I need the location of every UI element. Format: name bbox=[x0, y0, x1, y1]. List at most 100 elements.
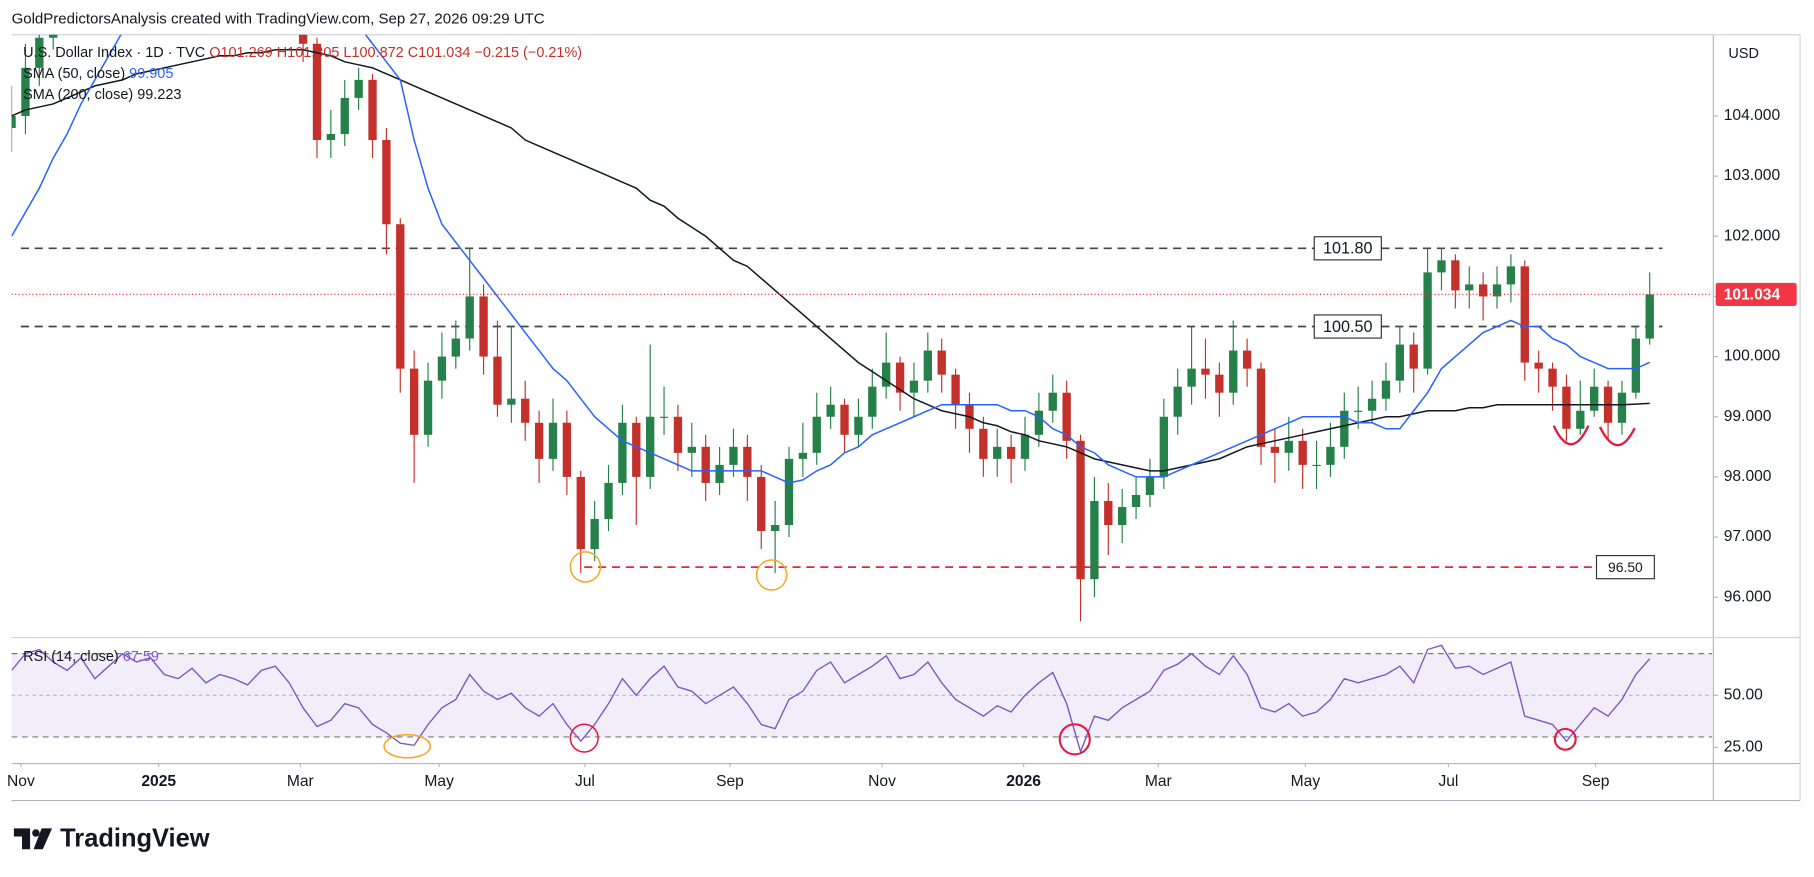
x-tick-label: 2026 bbox=[1006, 773, 1041, 790]
x-tick-label: Jul bbox=[575, 773, 595, 790]
last-price-badge bbox=[1715, 282, 1797, 306]
y-tick-label: 97.000 bbox=[1724, 528, 1772, 545]
x-tick-label: Sep bbox=[716, 773, 744, 790]
candle-body bbox=[1229, 350, 1238, 393]
symbol: U.S. Dollar Index · 1D · TVC bbox=[23, 45, 205, 61]
candle-body bbox=[937, 350, 946, 375]
price-pane bbox=[11, 34, 1713, 622]
candle-body bbox=[1367, 398, 1377, 411]
rsi-pane bbox=[11, 644, 1713, 754]
candle-body bbox=[854, 416, 863, 435]
x-tick-label: May bbox=[1291, 773, 1321, 790]
annotation-circle bbox=[569, 723, 599, 753]
open: O101.269 bbox=[209, 45, 273, 61]
candle-body bbox=[521, 398, 530, 423]
y-tick-label: 103.000 bbox=[1724, 167, 1781, 184]
candle-body bbox=[770, 525, 780, 532]
candle-body bbox=[646, 416, 655, 477]
annotation-arc bbox=[1598, 426, 1636, 447]
candle-body bbox=[35, 37, 44, 68]
candle-body bbox=[604, 482, 613, 520]
annotation-circle bbox=[755, 559, 788, 591]
annotation-arc bbox=[1552, 425, 1590, 446]
candle-body bbox=[757, 476, 766, 532]
candle-body bbox=[1173, 386, 1182, 417]
candle-body bbox=[1284, 440, 1293, 453]
candle-body bbox=[1562, 386, 1571, 429]
candle-body bbox=[701, 446, 710, 483]
candle-body bbox=[1159, 416, 1168, 477]
candle-body bbox=[1201, 368, 1210, 375]
last-price-label: 101.034 bbox=[1724, 287, 1781, 304]
candle-body bbox=[410, 368, 419, 435]
sma-line bbox=[11, 49, 1650, 472]
currency: USD bbox=[1728, 46, 1759, 62]
candle-body bbox=[1590, 386, 1599, 411]
annotations bbox=[383, 425, 1636, 759]
legend-sma50: SMA (50, close) 99.905 bbox=[23, 66, 173, 82]
candle-body bbox=[993, 446, 1002, 459]
candle-body bbox=[1256, 368, 1266, 447]
candle-body bbox=[1506, 266, 1516, 285]
candle-body bbox=[687, 446, 696, 453]
legend-sma200: SMA (200, close) 99.223 bbox=[23, 87, 181, 103]
candle-body bbox=[1437, 260, 1446, 273]
candle-body bbox=[1076, 440, 1085, 580]
logo-text: TradingView bbox=[60, 825, 210, 853]
candle-body bbox=[382, 140, 391, 225]
close: C101.034 bbox=[408, 45, 471, 61]
candle-body bbox=[1645, 294, 1654, 339]
candle-body bbox=[1617, 392, 1627, 423]
candle-body bbox=[1048, 392, 1057, 411]
rsi-tick-label: 50.00 bbox=[1724, 686, 1763, 703]
candle-body bbox=[895, 362, 905, 393]
candle-body bbox=[1548, 368, 1557, 387]
rsi-name: RSI (14, close) bbox=[23, 649, 119, 665]
candle-body bbox=[1465, 284, 1474, 291]
y-tick-label: 102.000 bbox=[1724, 227, 1781, 244]
candle-body bbox=[1104, 500, 1113, 526]
candle-body bbox=[784, 458, 794, 526]
x-tick-label: Nov bbox=[7, 773, 35, 790]
candle-body bbox=[562, 422, 572, 477]
candle-body bbox=[340, 97, 349, 135]
candle-body bbox=[1215, 374, 1224, 393]
level-label: 100.50 bbox=[1323, 318, 1373, 336]
candle-body bbox=[49, 34, 58, 38]
candle-body bbox=[1242, 350, 1252, 369]
candle-body bbox=[354, 79, 363, 98]
candle-body bbox=[1423, 272, 1432, 369]
candle-body bbox=[1451, 260, 1460, 291]
candle-body bbox=[743, 446, 752, 477]
candle-body bbox=[1534, 362, 1543, 369]
low: L100.872 bbox=[343, 45, 403, 61]
candle-body bbox=[951, 374, 960, 405]
candle-body bbox=[868, 386, 877, 417]
candle-body bbox=[715, 464, 724, 483]
x-tick-label: Jul bbox=[1438, 773, 1458, 790]
candle-body bbox=[1478, 284, 1488, 297]
candle-body bbox=[396, 224, 405, 369]
candle-body bbox=[507, 398, 516, 405]
candle-body bbox=[673, 416, 683, 453]
x-tick-label: Sep bbox=[1582, 773, 1610, 790]
candle-body bbox=[11, 115, 16, 128]
x-tick-label: Nov bbox=[868, 773, 896, 790]
candle-body bbox=[882, 362, 891, 387]
candle-body bbox=[1395, 344, 1404, 381]
candle-body bbox=[909, 380, 919, 393]
change: −0.215 (−0.21%) bbox=[474, 45, 582, 61]
sma-line bbox=[11, 34, 1651, 484]
overlay: 96.00097.00098.00099.000100.000101.00010… bbox=[7, 107, 1797, 790]
candle-body bbox=[1020, 434, 1030, 459]
y-tick-label: 98.000 bbox=[1724, 468, 1772, 485]
candle-body bbox=[840, 404, 849, 435]
candle-body bbox=[493, 356, 502, 405]
candle-body bbox=[451, 338, 460, 357]
candle-body bbox=[423, 380, 433, 435]
sma200-value: 99.223 bbox=[137, 87, 181, 103]
candle-body bbox=[1631, 338, 1641, 393]
candle-body bbox=[1034, 410, 1044, 435]
